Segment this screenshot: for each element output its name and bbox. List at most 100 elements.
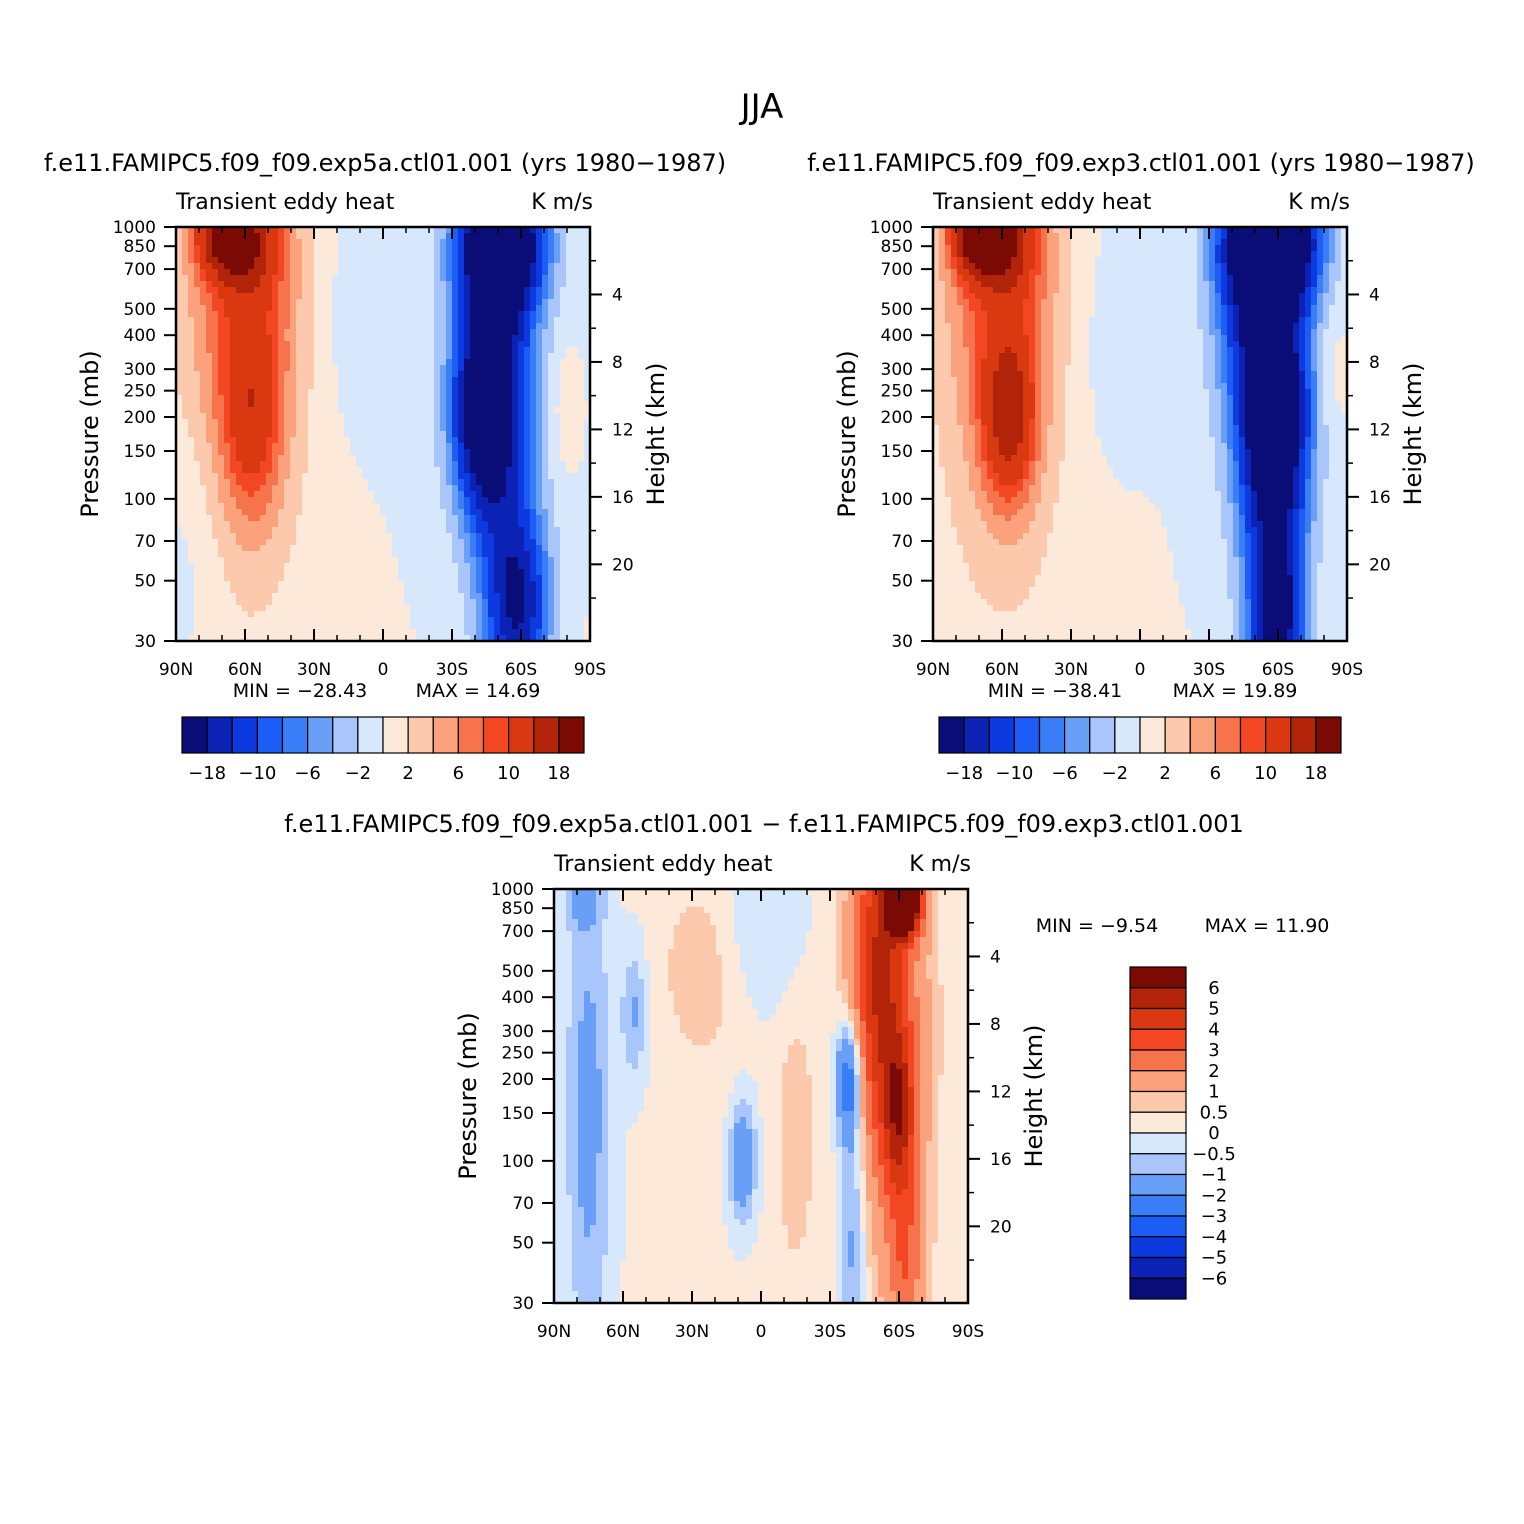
contour-cell <box>356 599 363 606</box>
contour-cell <box>422 635 429 642</box>
contour-cell <box>386 467 393 474</box>
contour-cell <box>296 377 303 384</box>
contour-cell <box>410 305 417 312</box>
contour-cell <box>470 533 477 540</box>
contour-cell <box>278 341 285 348</box>
contour-cell <box>536 569 543 576</box>
contour-cell <box>272 617 279 624</box>
contour-cell <box>332 395 339 402</box>
contour-cell <box>278 617 285 624</box>
y-tick-label: 100 <box>124 490 156 510</box>
contour-cell <box>362 329 369 336</box>
contour-cell <box>218 389 225 396</box>
contour-cell <box>326 353 333 360</box>
contour-cell <box>386 227 393 234</box>
contour-cell <box>284 281 291 288</box>
contour-cell <box>290 461 297 468</box>
contour-cell <box>572 551 579 558</box>
contour-cell <box>224 359 231 366</box>
contour-cell <box>458 449 465 456</box>
contour-cell <box>476 287 483 294</box>
contour-cell <box>458 563 465 570</box>
contour-cell <box>506 305 513 312</box>
contour-cell <box>470 491 477 498</box>
contour-cell <box>332 443 339 450</box>
contour-cell <box>368 521 375 528</box>
contour-cell <box>506 341 513 348</box>
contour-cell <box>446 425 453 432</box>
contour-cell <box>566 581 573 588</box>
contour-cell <box>512 395 519 402</box>
contour-cell <box>242 461 249 468</box>
contour-cell <box>434 539 441 546</box>
contour-cell <box>512 449 519 456</box>
contour-cell <box>524 413 531 420</box>
contour-cell <box>536 305 543 312</box>
contour-cell <box>290 239 297 246</box>
contour-cell <box>332 461 339 468</box>
contour-cell <box>494 581 501 588</box>
contour-cell <box>422 437 429 444</box>
contour-cell <box>578 617 585 624</box>
contour-cell <box>290 377 297 384</box>
contour-cell <box>308 353 315 360</box>
contour-cell <box>434 455 441 462</box>
contour-cell <box>344 359 351 366</box>
contour-cell <box>284 227 291 234</box>
contour-cell <box>320 269 327 276</box>
contour-cell <box>434 323 441 330</box>
contour-cell <box>434 389 441 396</box>
contour-cell <box>416 467 423 474</box>
contour-cell <box>939 227 946 234</box>
contour-cell <box>398 413 405 420</box>
contour-cell <box>326 503 333 510</box>
contour-cell <box>476 257 483 264</box>
contour-cell <box>434 419 441 426</box>
contour-cell <box>440 503 447 510</box>
colorbar-swatch <box>307 716 334 754</box>
contour-cell <box>212 389 219 396</box>
contour-cell <box>230 347 237 354</box>
contour-cell <box>308 269 315 276</box>
contour-cell <box>440 251 447 258</box>
contour-cell <box>380 497 387 504</box>
contour-cell <box>470 413 477 420</box>
contour-cell <box>506 419 513 426</box>
contour-cell <box>434 293 441 300</box>
contour-cell <box>500 485 507 492</box>
contour-cell <box>248 287 255 294</box>
contour-cell <box>488 467 495 474</box>
contour-cell <box>194 251 201 258</box>
contour-cell <box>476 227 483 234</box>
contour-cell <box>266 587 273 594</box>
contour-cell <box>284 461 291 468</box>
contour-cell <box>344 251 351 258</box>
contour-cell <box>530 407 537 414</box>
contour-cell <box>1257 227 1264 234</box>
contour-cell <box>398 569 405 576</box>
contour-cell <box>392 245 399 252</box>
contour-cell <box>494 269 501 276</box>
contour-cell <box>224 389 231 396</box>
contour-cell <box>236 599 243 606</box>
contour-cell <box>458 551 465 558</box>
contour-cell <box>530 551 537 558</box>
contour-cell <box>362 497 369 504</box>
contour-cell <box>182 575 189 582</box>
contour-cell <box>548 443 555 450</box>
contour-cell <box>308 473 315 480</box>
contour-cell <box>224 539 231 546</box>
contour-cell <box>236 587 243 594</box>
contour-cell <box>248 413 255 420</box>
colorbar-label: −2 <box>345 763 372 784</box>
contour-cell <box>368 461 375 468</box>
contour-cell <box>176 599 183 606</box>
contour-cell <box>296 227 303 234</box>
contour-cell <box>230 341 237 348</box>
contour-cell <box>296 539 303 546</box>
contour-cell <box>242 395 249 402</box>
contour-cell <box>242 275 249 282</box>
contour-cell <box>560 419 567 426</box>
contour-cell <box>578 371 585 378</box>
contour-cell <box>194 419 201 426</box>
